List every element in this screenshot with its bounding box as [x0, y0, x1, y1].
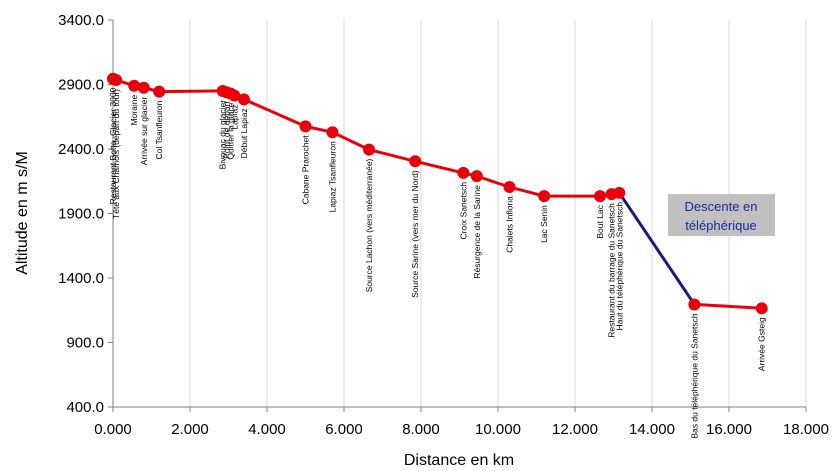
y-axis-title: Altitude en m s/M: [14, 151, 31, 275]
waypoint-label: Bas du téléphérique du Sanetsch: [689, 313, 699, 439]
annotation-box: [668, 194, 775, 236]
waypoint-label: Source Lachon (vers méditerranée): [364, 158, 374, 292]
waypoint-marker: [153, 85, 166, 98]
x-tick-label: 18.000: [783, 421, 829, 438]
waypoint-marker: [128, 79, 141, 92]
y-tick-label: 2400.0: [58, 141, 104, 158]
walk-line: [694, 302, 762, 310]
waypoint-label: Bout Lac: [595, 204, 605, 238]
y-tick-label: 3400.0: [58, 12, 104, 29]
x-tick-label: 6.000: [325, 421, 363, 438]
y-tick-labels: 400.0 900.0 1400.0 1900.0 2400.0 2900.0 3400.0: [58, 12, 113, 416]
waypoint-label: Arrivée sur glacier: [139, 97, 149, 166]
annotation-line-2: téléphérique: [685, 218, 757, 233]
waypoint-marker: [409, 155, 422, 168]
waypoint-marker: [237, 93, 250, 106]
waypoint-label: Croix Sanetsch: [458, 182, 468, 240]
x-tick-label: 14.000: [629, 421, 675, 438]
waypoint-label: Lac Senin: [539, 205, 549, 243]
waypoint-label: Cabane Prarochet: [301, 135, 311, 205]
waypoint-label: Début Lapiaz: [239, 108, 249, 158]
waypoint-label: Quitter la glace: [225, 102, 235, 159]
waypoint-label: Point de départ: [222, 101, 232, 159]
waypoint-label: Lapiaz Tsanfleuron: [327, 141, 337, 212]
waypoint-label: Haut du téléphérique du Sanetsch: [614, 202, 624, 331]
waypoint-label: Chalets Infloria: [505, 196, 515, 253]
waypoint-label: Source Sarine (vers mer du Nord): [410, 170, 420, 298]
waypoint-marker: [613, 186, 626, 199]
x-tick-label: 10.000: [475, 421, 521, 438]
waypoint-marker: [688, 298, 701, 311]
cable-car-annotation: Descente en téléphérique: [668, 194, 775, 236]
y-tick-label: 900.0: [66, 335, 104, 352]
x-tick-label: 2.000: [171, 421, 209, 438]
cable-car-line: [618, 192, 696, 306]
waypoint-label: Bivouac du glacier: [218, 100, 228, 170]
waypoint-marker: [755, 302, 768, 315]
x-tick-labels: 0.000 2.000 4.000 6.000 8.000 10.000 12.000 14.…: [94, 407, 829, 438]
x-tick-label: 12.000: [552, 421, 598, 438]
waypoint-marker: [470, 170, 483, 183]
waypoint-label: Résurgence de la Sarine: [472, 185, 482, 279]
waypoint-label: Tête aux Chamois (départ du tour): [111, 89, 121, 219]
waypoint-marker: [363, 143, 376, 156]
waypoint-marker: [503, 181, 516, 194]
waypoint-marker: [299, 120, 312, 133]
y-tick-label: 400.0: [66, 399, 104, 416]
waypoint-label: Moraine: [129, 95, 139, 126]
waypoint-label: Restaurant Botta, Glacier 3000: [108, 87, 118, 204]
x-tick-label: 4.000: [248, 421, 286, 438]
waypoint-marker: [110, 73, 123, 86]
waypoint-label: Col Tsanfleuron: [154, 100, 164, 159]
waypoint-marker: [137, 81, 150, 94]
x-axis-title: Distance en km: [404, 452, 514, 469]
waypoint-marker: [594, 190, 607, 203]
y-tick-label: 1400.0: [58, 270, 104, 287]
x-tick-label: 0.000: [94, 421, 132, 438]
route-lines: [112, 77, 762, 310]
waypoint-marker: [538, 190, 551, 203]
waypoint-label: Arrivée Gsteig: [757, 317, 767, 371]
waypoint-marker: [326, 126, 339, 139]
waypoint-marker: [457, 166, 470, 179]
waypoint-marker: [228, 89, 241, 102]
x-tick-label: 8.000: [402, 421, 440, 438]
waypoint-label: Restaurant du barrage du Sanetsch: [607, 203, 617, 338]
waypoint-markers: [107, 72, 768, 315]
y-tick-label: 2900.0: [58, 77, 104, 94]
x-tick-label: 16.000: [706, 421, 752, 438]
waypoint-label: Lapiaz: [229, 105, 239, 130]
annotation-line-1: Descente en: [685, 199, 758, 214]
vertical-gridlines: [189, 20, 807, 407]
y-tick-label: 1900.0: [58, 206, 104, 223]
